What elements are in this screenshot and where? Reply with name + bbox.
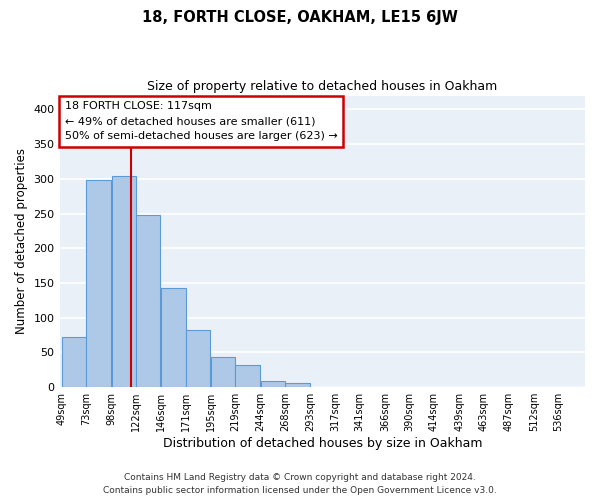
Bar	[261, 381, 284, 387]
Bar	[559, 386, 583, 387]
Bar	[211, 358, 235, 387]
X-axis label: Distribution of detached houses by size in Oakham: Distribution of detached houses by size …	[163, 437, 482, 450]
Title: Size of property relative to detached houses in Oakham: Size of property relative to detached ho…	[147, 80, 497, 93]
Text: Contains HM Land Registry data © Crown copyright and database right 2024.
Contai: Contains HM Land Registry data © Crown c…	[103, 474, 497, 495]
Text: 18, FORTH CLOSE, OAKHAM, LE15 6JW: 18, FORTH CLOSE, OAKHAM, LE15 6JW	[142, 10, 458, 25]
Y-axis label: Number of detached properties: Number of detached properties	[15, 148, 28, 334]
Bar	[161, 288, 185, 387]
Bar	[235, 365, 260, 387]
Bar	[136, 215, 160, 387]
Bar	[62, 336, 86, 387]
Bar	[286, 383, 310, 387]
Bar	[86, 180, 111, 387]
Bar	[434, 386, 459, 387]
Bar	[112, 176, 136, 387]
Bar	[187, 330, 210, 387]
Text: 18 FORTH CLOSE: 117sqm
← 49% of detached houses are smaller (611)
50% of semi-de: 18 FORTH CLOSE: 117sqm ← 49% of detached…	[65, 102, 338, 141]
